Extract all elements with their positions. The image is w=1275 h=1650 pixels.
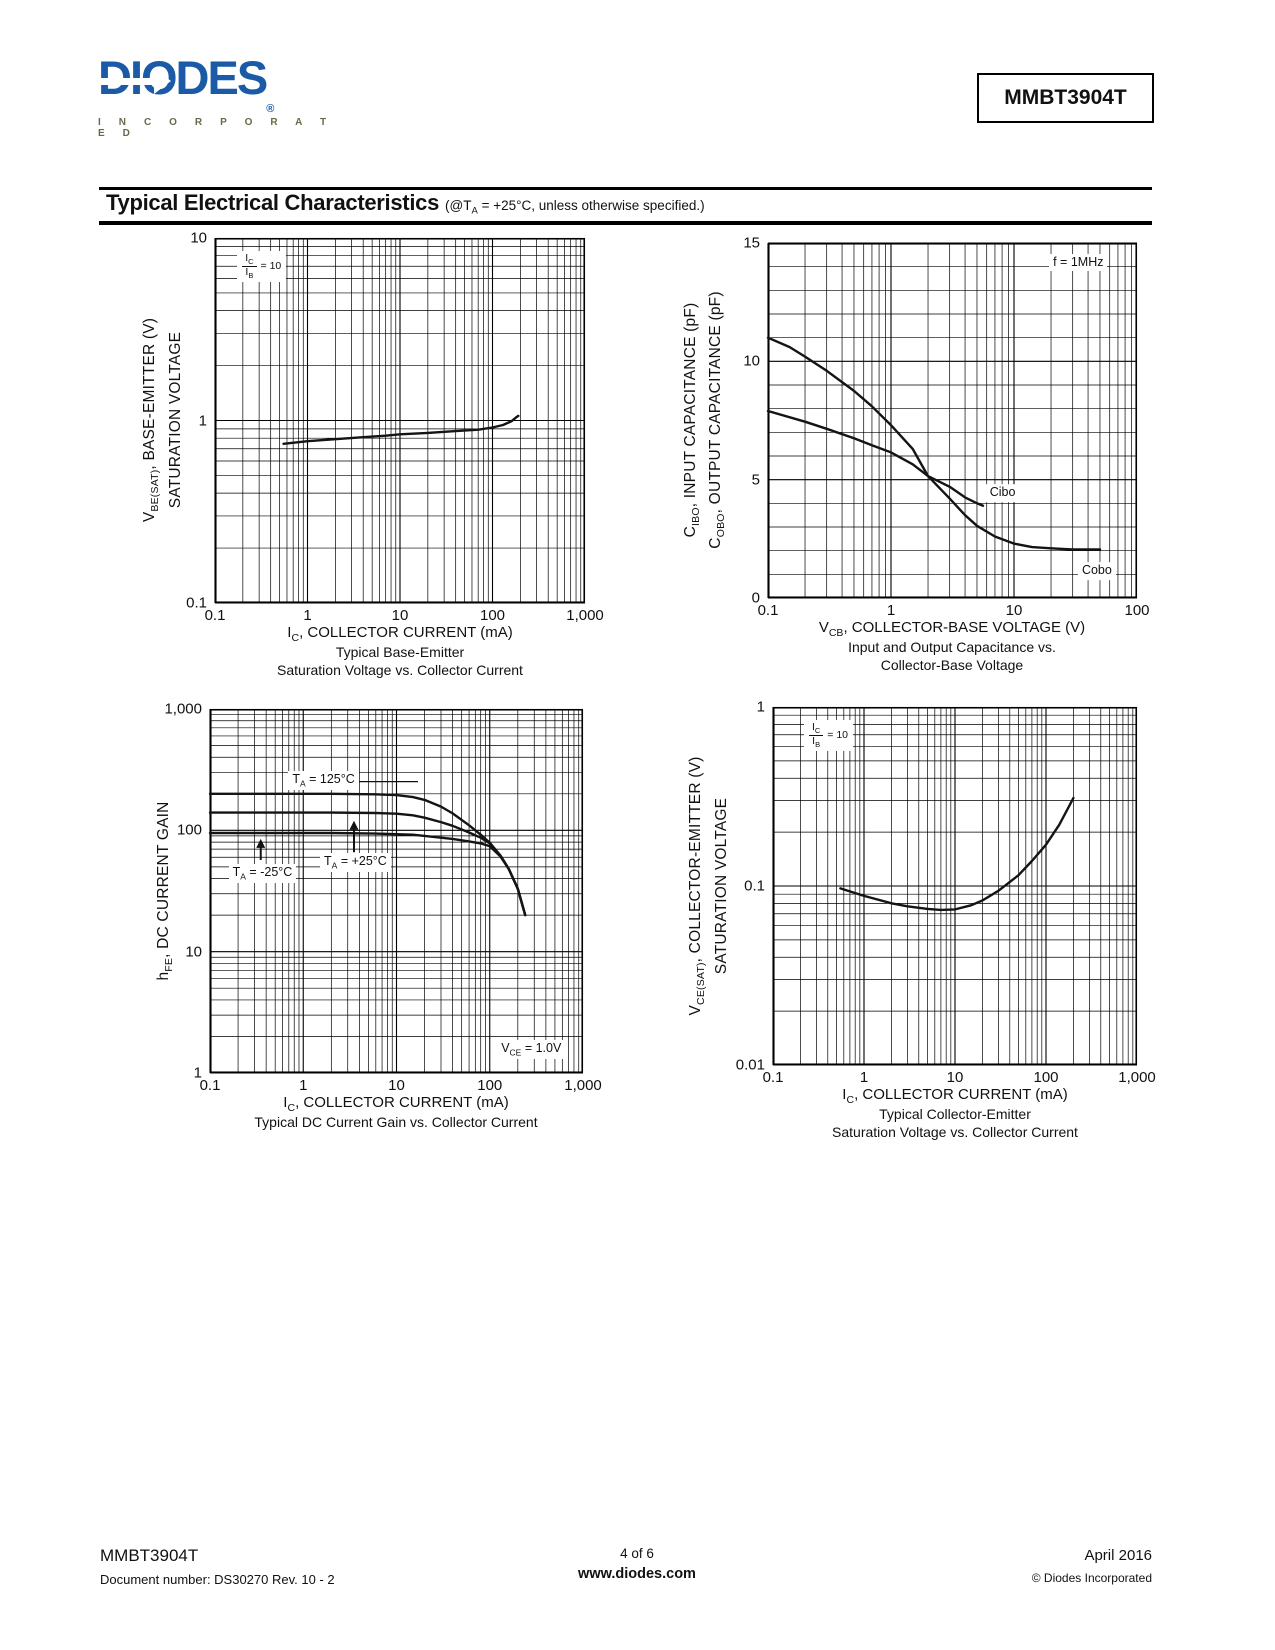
x-tick-label: 10 (946, 1069, 964, 1086)
chart-canvas (208, 708, 584, 1074)
chart-caption: Typical Base-Emitter (335, 644, 465, 660)
y-tick-label: 1 (198, 412, 207, 429)
footer-document-number: Document number: DS30270 Rev. 10 - 2 (100, 1572, 335, 1587)
y-tick-label: 0 (751, 589, 760, 607)
chart-caption: Saturation Voltage vs. Collector Current (277, 662, 523, 678)
part-number-box: MMBT3904T (977, 73, 1154, 123)
x-tick-label: 100 (1033, 1069, 1059, 1086)
x-tick-label: 0.1 (757, 602, 779, 619)
footer-copyright: © Diodes Incorporated (1031, 1571, 1152, 1585)
chart-vbe-saturation: IC IB = 10 0.1 1 10 100 1,000 0.1 1 10 (186, 230, 604, 625)
x-tick-label: 1 (299, 1077, 308, 1094)
axis-label-y: VCE(SAT), COLLECTOR-EMITTER (V) (686, 756, 708, 1016)
axis-label-x: IC, COLLECTOR CURRENT (mA) (283, 1094, 509, 1114)
chart-dc-current-gain: TA = 125°C TA = +25°C TA = -25°C VCE = 1… (164, 701, 601, 1095)
x-tick-label: 1,000 (566, 607, 604, 624)
chart-canvas (214, 237, 586, 604)
section-title-row: Typical Electrical Characteristics (@TA =… (106, 190, 705, 217)
footer-date: April 2016 (1084, 1547, 1152, 1564)
logo-arrow-shaft (99, 78, 157, 85)
diodes-logo: DIODES® I N C O R P O R A T E D (98, 54, 348, 139)
x-tick-label: 10 (1005, 602, 1023, 619)
y-tick-label: 100 (176, 821, 202, 839)
axis-label-x: IC, COLLECTOR CURRENT (mA) (842, 1086, 1068, 1106)
x-tick-label: 0.1 (199, 1077, 221, 1094)
section-subtitle: (@TA = +25°C, unless otherwise specified… (445, 198, 705, 217)
y-tick-label: 1,000 (164, 700, 202, 718)
axis-label-y: CIBO, INPUT CAPACITANCE (pF) (681, 302, 703, 538)
logo-arrow-icon (154, 68, 171, 94)
section-title: Typical Electrical Characteristics (106, 190, 440, 215)
chart-caption: Collector-Base Voltage (880, 657, 1024, 673)
chart-capacitance: f = 1MHz Cibo Cobo 0.1 1 10 100 0 5 10 15 (743, 235, 1149, 620)
footer-page-indicator: 4 of 6 (620, 1546, 654, 1561)
axis-label-x: IC, COLLECTOR CURRENT (mA) (287, 624, 513, 644)
chart-caption: Typical DC Current Gain vs. Collector Cu… (254, 1114, 538, 1130)
y-tick-label: 10 (190, 229, 207, 247)
x-tick-label: 10 (391, 607, 409, 624)
footer-part-number: MMBT3904T (100, 1546, 199, 1565)
axis-label-y: SATURATION VOLTAGE (167, 331, 184, 509)
x-tick-label: 1,000 (1118, 1069, 1156, 1086)
x-tick-label: 0.1 (762, 1069, 784, 1086)
x-tick-label: 1,000 (564, 1077, 602, 1094)
logo-incorporated-text: I N C O R P O R A T E D (98, 117, 334, 139)
axis-label-y: hFE, DC CURRENT GAIN (154, 801, 176, 981)
divider (99, 187, 1152, 190)
y-tick-label: 0.01 (735, 1056, 765, 1074)
y-tick-label: 0.1 (744, 877, 765, 895)
footer-website-link[interactable]: www.diodes.com (578, 1566, 696, 1582)
y-tick-label: 1 (756, 698, 765, 716)
y-tick-label: 5 (751, 471, 760, 489)
axis-label-y: SATURATION VOLTAGE (713, 797, 730, 975)
registered-mark: ® (266, 103, 275, 115)
chart-caption: Input and Output Capacitance vs. (848, 639, 1056, 655)
y-tick-label: 10 (185, 943, 202, 961)
y-tick-label: 1 (193, 1064, 202, 1082)
x-tick-label: 10 (388, 1077, 405, 1094)
axis-label-x: VCB, COLLECTOR-BASE VOLTAGE (V) (818, 619, 1086, 639)
x-tick-label: 0.1 (204, 607, 226, 624)
x-tick-label: 1 (859, 1069, 869, 1086)
logo-brand-text: DIODES (98, 51, 268, 104)
axis-label-y: VBE(SAT), BASE-EMITTER (V) (140, 317, 162, 523)
x-tick-label: 1 (303, 607, 312, 624)
y-tick-label: 15 (743, 234, 760, 252)
divider (99, 221, 1152, 225)
chart-caption: Saturation Voltage vs. Collector Current (832, 1124, 1078, 1140)
x-tick-label: 1 (886, 602, 896, 619)
chart-canvas (766, 242, 1138, 599)
x-tick-label: 100 (477, 1077, 503, 1094)
chart-vce-saturation: IC IB = 10 0.1 1 10 100 1,000 0.01 0.1 1 (736, 699, 1156, 1087)
chart-caption: Typical Collector-Emitter (879, 1106, 1031, 1122)
axis-label-y: COBO, OUTPUT CAPACITANCE (pF) (706, 291, 728, 549)
x-tick-label: 100 (1124, 602, 1150, 619)
y-tick-label: 10 (743, 352, 760, 370)
y-tick-label: 0.1 (186, 594, 207, 612)
diodes-logo-wordmark: DIODES® (98, 54, 274, 115)
x-tick-label: 100 (479, 607, 506, 624)
chart-canvas (772, 706, 1138, 1066)
